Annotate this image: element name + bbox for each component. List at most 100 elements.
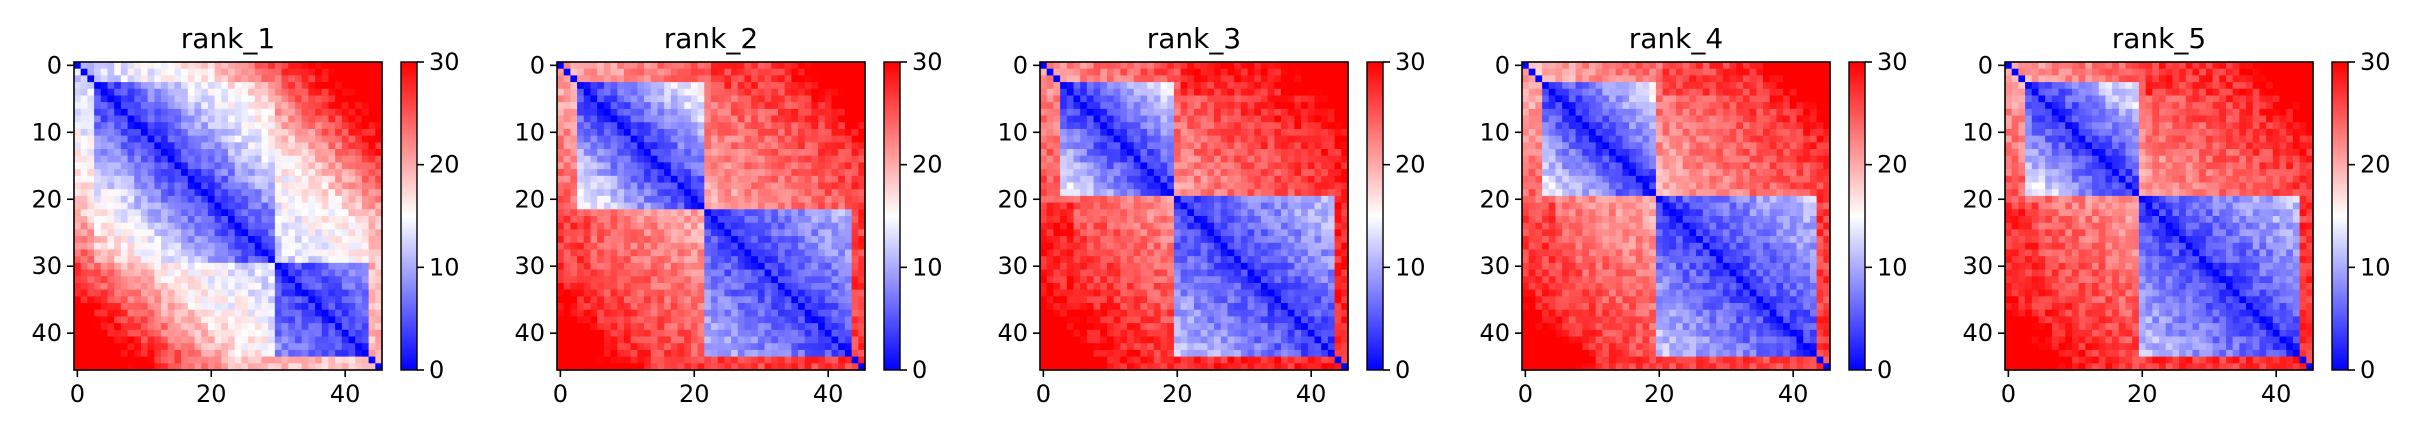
heatmap-cell — [161, 349, 169, 358]
heatmap-cell — [74, 249, 82, 257]
heatmap-cell — [207, 182, 216, 190]
heatmap-cell — [1133, 108, 1142, 117]
heatmap-cell — [335, 309, 343, 318]
heatmap-cell — [301, 356, 309, 364]
heatmap-cell — [858, 149, 866, 157]
heatmap-cell — [791, 149, 799, 157]
heatmap-cell — [798, 309, 806, 318]
heatmap-cell — [657, 115, 665, 123]
heatmap-cell — [288, 343, 296, 351]
heatmap-cell — [194, 236, 202, 244]
heatmap-cell — [650, 195, 659, 204]
heatmap-cell — [603, 262, 612, 271]
heatmap-cell — [194, 95, 202, 103]
heatmap-cell — [1294, 102, 1302, 110]
heatmap-cell — [355, 236, 363, 244]
heatmap-cell — [724, 95, 732, 103]
heatmap-cell — [234, 309, 242, 318]
heatmap-cell — [140, 102, 149, 110]
heatmap-cell — [268, 309, 276, 318]
heatmap-cell — [321, 102, 330, 110]
heatmap-cell — [637, 162, 645, 170]
heatmap-cell — [1327, 62, 1336, 70]
heatmap-cell — [254, 209, 263, 217]
heatmap-cell — [644, 269, 652, 277]
heatmap-cell — [161, 128, 169, 137]
heatmap-cell — [603, 189, 612, 197]
heatmap-cell — [811, 336, 819, 344]
heatmap-cell — [597, 108, 605, 117]
heatmap-cell — [844, 216, 853, 224]
heatmap-cell — [610, 108, 618, 117]
heatmap-cell — [1080, 128, 1088, 137]
heatmap-cell — [368, 276, 376, 284]
heatmap-cell — [1307, 62, 1316, 70]
heatmap-cell — [120, 262, 129, 271]
heatmap-cell — [288, 128, 296, 137]
heatmap-cell — [254, 303, 263, 311]
heatmap-cell — [804, 303, 813, 311]
heatmap-cell — [724, 128, 732, 137]
heatmap-cell — [1153, 122, 1162, 130]
heatmap-cell — [134, 216, 142, 224]
heatmap-cell — [744, 249, 752, 257]
heatmap-cell — [804, 249, 813, 257]
heatmap-cell — [1120, 162, 1128, 170]
heatmap-cell — [570, 155, 578, 164]
heatmap-cell — [120, 236, 129, 244]
heatmap-cell — [711, 363, 719, 371]
heatmap-cell — [268, 222, 276, 230]
heatmap-cell — [375, 236, 383, 244]
heatmap-cell — [577, 363, 585, 371]
colorbar-tick-label: 30 — [912, 48, 943, 76]
heatmap-cell — [657, 363, 665, 371]
heatmap-cell — [670, 229, 679, 237]
heatmap-cell — [301, 195, 309, 204]
heatmap-cell — [677, 115, 685, 123]
heatmap-cell — [744, 68, 752, 76]
heatmap-cell — [630, 242, 638, 251]
heatmap-cell — [744, 336, 752, 344]
heatmap-cell — [1153, 128, 1162, 137]
heatmap-cell — [851, 95, 859, 103]
heatmap-cell — [557, 289, 565, 297]
heatmap-cell — [1106, 122, 1115, 130]
heatmap-cell — [597, 222, 605, 230]
heatmap-cell — [824, 349, 833, 358]
heatmap-cell — [831, 149, 839, 157]
heatmap-cell — [777, 236, 786, 244]
heatmap-cell — [577, 128, 585, 137]
heatmap-cell — [127, 329, 135, 338]
heatmap-cell — [831, 195, 839, 204]
heatmap-cell — [87, 142, 95, 150]
heatmap-cell — [811, 329, 819, 338]
heatmap-cell — [724, 175, 732, 184]
heatmap-cell — [221, 303, 229, 311]
heatmap-cell — [288, 155, 296, 164]
heatmap-cell — [214, 68, 222, 76]
heatmap-cell — [114, 88, 122, 97]
heatmap-cell — [777, 75, 786, 83]
heatmap-cell — [355, 216, 363, 224]
heatmap-cell — [831, 236, 839, 244]
heatmap-cell — [744, 149, 752, 157]
heatmap-cell — [690, 216, 699, 224]
heatmap-cell — [268, 88, 276, 97]
heatmap-cell — [1173, 155, 1182, 164]
heatmap-cell — [361, 303, 370, 311]
heatmap-cell — [630, 289, 638, 297]
heatmap-cell — [268, 169, 276, 177]
heatmap-cell — [335, 349, 343, 358]
heatmap-cell — [321, 195, 330, 204]
heatmap-cell — [690, 128, 699, 137]
heatmap-cell — [784, 95, 792, 103]
heatmap-cell — [241, 349, 249, 358]
heatmap-cell — [664, 276, 672, 284]
heatmap-cell — [120, 209, 129, 217]
heatmap-cell — [248, 269, 256, 277]
heatmap-cell — [704, 189, 712, 197]
heatmap-cell — [858, 68, 866, 76]
heatmap-cell — [717, 309, 725, 318]
heatmap-cell — [140, 162, 149, 170]
heatmap-cell — [234, 329, 242, 338]
